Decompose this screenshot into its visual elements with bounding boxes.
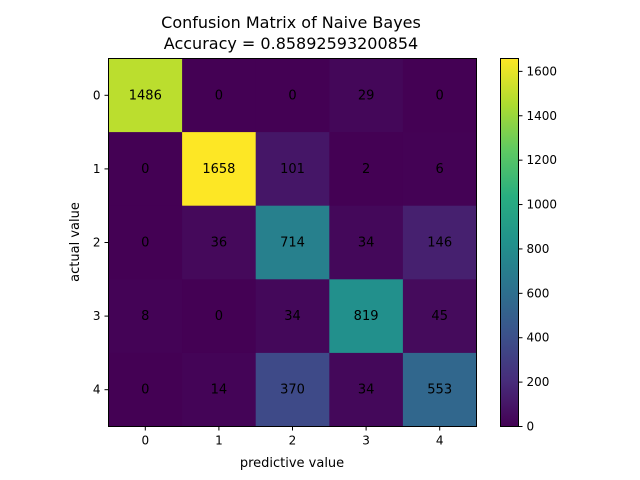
cell-value-r4-c0: 0 (141, 383, 149, 398)
colorbar-tick-label: 200 (527, 375, 550, 389)
colorbar-ticks: 0 200 400 600 800 1000 1200 1400 1600 (518, 64, 558, 434)
y-tick-label: 2 (93, 236, 101, 250)
heatmap-cell-r3-c2 (255, 279, 330, 354)
heatmap-cell-r4-c3 (329, 352, 404, 427)
cell-value-r4-c2: 370 (280, 383, 305, 398)
cell-value-r0-c4: 0 (436, 88, 444, 103)
heatmap-cell-r1-c1 (182, 132, 257, 207)
y-axis: 0 1 2 3 4 (93, 88, 109, 397)
cell-value-r3-c3: 819 (354, 309, 379, 324)
x-tick-label: 4 (436, 434, 444, 448)
heatmap-cell-labels: 1486 0 0 29 0 0 1658 101 2 6 0 36 714 34 146 8 0 34 819 45 0… (129, 88, 452, 397)
heatmap-cell-r2-c0 (108, 205, 183, 280)
cell-value-r0-c0: 1486 (129, 88, 162, 103)
chart-subtitle: Accuracy = 0.85892593200854 (164, 34, 418, 53)
heatmap-cell-r4-c2 (255, 352, 330, 427)
heatmap-cell-r0-c1 (182, 58, 257, 133)
y-tick-label: 3 (93, 309, 101, 323)
cell-value-r3-c0: 8 (141, 309, 149, 324)
x-axis-label: predictive value (240, 456, 344, 471)
cell-value-r4-c1: 14 (211, 383, 228, 398)
heatmap-cell-r1-c3 (329, 132, 404, 207)
cell-value-r4-c3: 34 (358, 383, 375, 398)
x-axis: 0 1 2 3 4 (141, 426, 444, 448)
heatmap-cell-r2-c3 (329, 205, 404, 280)
heatmap-cell-r3-c3 (329, 279, 404, 354)
heatmap-cell-r0-c3 (329, 58, 404, 133)
cell-value-r4-c4: 553 (427, 383, 452, 398)
cell-value-r3-c2: 34 (284, 309, 301, 324)
cell-value-r1-c1: 1658 (202, 162, 235, 177)
cell-value-r0-c2: 0 (288, 88, 296, 103)
cell-value-r1-c0: 0 (141, 162, 149, 177)
cell-value-r0-c3: 29 (358, 88, 375, 103)
heatmap-cell-r1-c4 (402, 132, 477, 207)
heatmap-cell-r2-c1 (182, 205, 257, 280)
heatmap-cell-r3-c4 (402, 279, 477, 354)
y-tick-label: 4 (93, 383, 101, 397)
cell-value-r3-c4: 45 (431, 309, 448, 324)
colorbar-tick-label: 1400 (527, 109, 558, 123)
colorbar-tick-label: 1000 (527, 198, 558, 212)
heatmap-cell-r4-c0 (108, 352, 183, 427)
y-tick-label: 1 (93, 162, 101, 176)
heatmap-cell-r0-c4 (402, 58, 477, 133)
x-tick-label: 3 (362, 434, 370, 448)
colorbar-tick-label: 1200 (527, 153, 558, 167)
x-tick-label: 0 (141, 434, 149, 448)
heatmap-cell-r3-c0 (108, 279, 183, 354)
heatmap-cell-r4-c4 (402, 352, 477, 427)
chart-title: Confusion Matrix of Naive Bayes (161, 13, 421, 32)
cell-value-r1-c4: 6 (436, 162, 444, 177)
cell-value-r3-c1: 0 (215, 309, 223, 324)
cell-value-r1-c3: 2 (362, 162, 370, 177)
colorbar-tick-label: 400 (527, 331, 550, 345)
colorbar-tick-label: 1600 (527, 64, 558, 78)
heatmap-cell-r3-c1 (182, 279, 257, 354)
cell-value-r2-c1: 36 (211, 236, 228, 251)
heatmap-cell-r4-c1 (182, 352, 257, 427)
x-tick-label: 2 (289, 434, 297, 448)
cell-value-r0-c1: 0 (215, 88, 223, 103)
cell-value-r2-c0: 0 (141, 236, 149, 251)
heatmap-cell-r0-c2 (255, 58, 330, 133)
colorbar-tick-label: 0 (527, 420, 535, 434)
heatmap-cells (108, 58, 477, 427)
cell-value-r2-c2: 714 (280, 236, 305, 251)
heatmap-cell-r0-c0 (108, 58, 183, 133)
cell-value-r1-c2: 101 (280, 162, 305, 177)
colorbar-tick-label: 800 (527, 242, 550, 256)
heatmap-cell-r2-c2 (255, 205, 330, 280)
x-tick-label: 1 (215, 434, 223, 448)
colorbar-tick-label: 600 (527, 286, 550, 300)
y-axis-label: actual value (68, 202, 83, 282)
cell-value-r2-c3: 34 (358, 236, 375, 251)
heatmap-cell-r1-c0 (108, 132, 183, 207)
heatmap-cell-r1-c2 (255, 132, 330, 207)
heatmap-cell-r2-c4 (402, 205, 477, 280)
cell-value-r2-c4: 146 (427, 236, 452, 251)
y-tick-label: 0 (93, 88, 101, 102)
colorbar (500, 58, 519, 427)
